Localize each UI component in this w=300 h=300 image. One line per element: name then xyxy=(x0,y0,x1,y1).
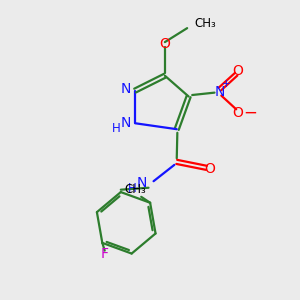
Text: CH₃: CH₃ xyxy=(195,17,216,30)
Text: N: N xyxy=(121,82,131,96)
Text: CH₃: CH₃ xyxy=(124,184,146,196)
Text: −: − xyxy=(243,103,257,121)
Text: H: H xyxy=(128,182,136,195)
Text: N: N xyxy=(120,116,131,130)
Text: O: O xyxy=(232,106,243,120)
Text: F: F xyxy=(101,247,109,261)
Text: O: O xyxy=(232,64,243,78)
Text: +: + xyxy=(221,79,230,89)
Text: O: O xyxy=(204,162,215,176)
Text: H: H xyxy=(112,122,121,135)
Text: N: N xyxy=(136,176,147,190)
Text: N: N xyxy=(215,85,225,99)
Text: O: O xyxy=(159,38,170,52)
